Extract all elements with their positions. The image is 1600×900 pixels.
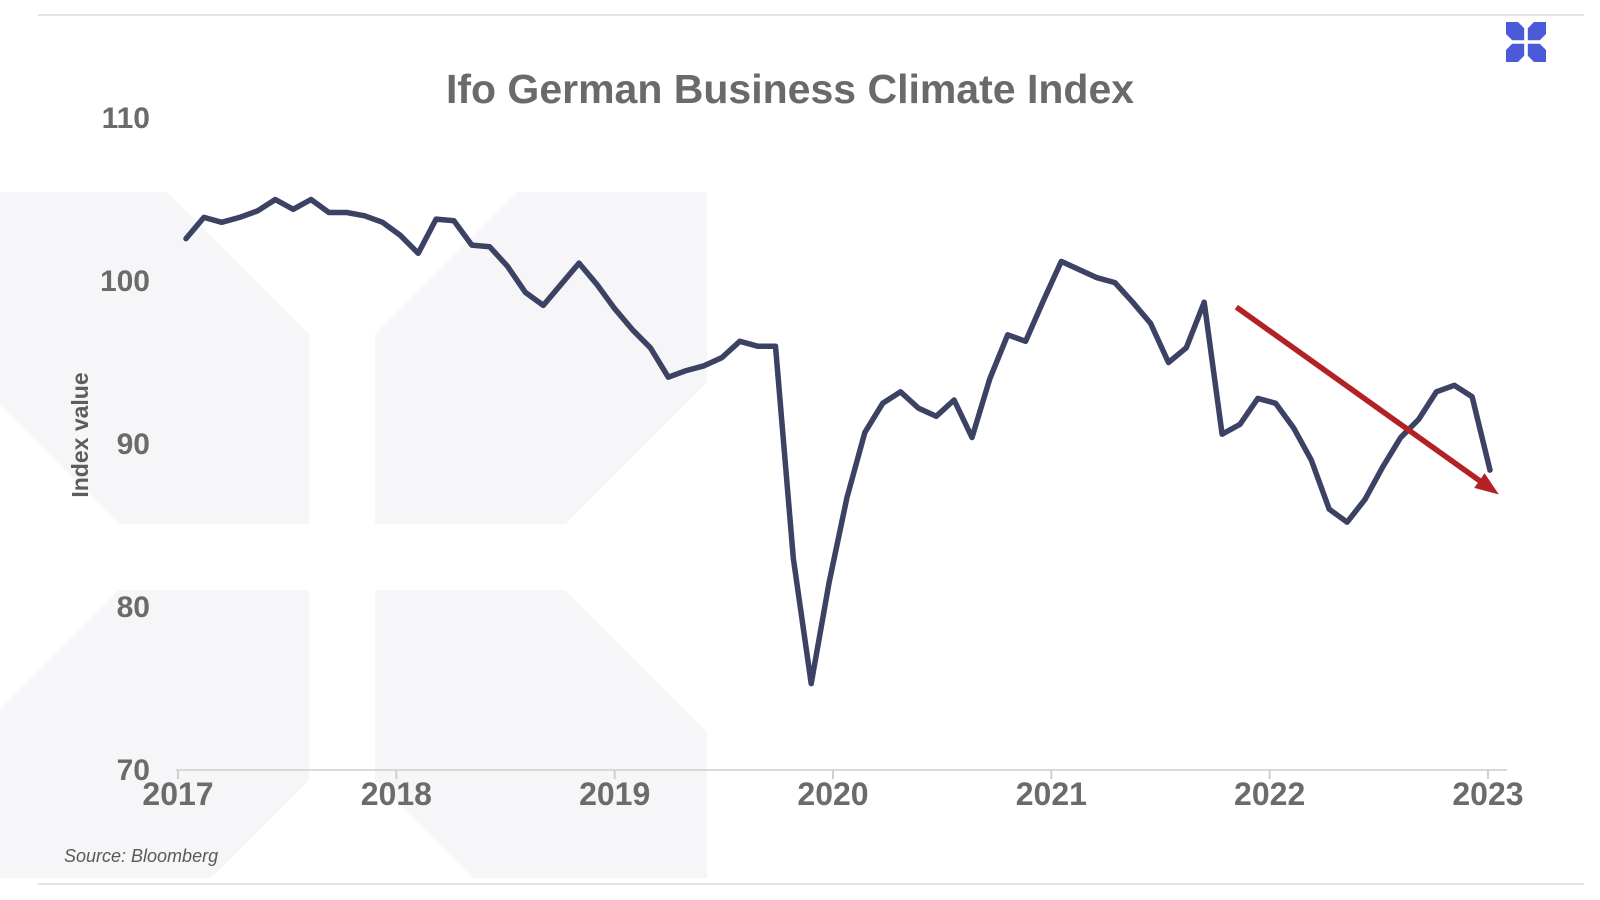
watermark-petal xyxy=(375,192,707,524)
footer-background xyxy=(0,878,1600,900)
y-axis-tick-labels: 110 100 90 80 70 xyxy=(100,102,150,787)
watermark-petal xyxy=(0,192,309,524)
x-tick-label-2017: 2017 xyxy=(142,776,213,812)
logo-petal xyxy=(1527,43,1546,62)
x-tick-label-2018: 2018 xyxy=(361,776,432,812)
y-tick-label-90: 90 xyxy=(117,428,150,461)
y-tick-label-110: 110 xyxy=(102,102,150,135)
source-credit: Source: Bloomberg xyxy=(64,846,218,866)
y-tick-label-80: 80 xyxy=(117,591,150,624)
x-tick-label-2022: 2022 xyxy=(1234,776,1305,812)
background-watermark xyxy=(0,192,707,900)
y-tick-label-70: 70 xyxy=(117,754,150,787)
logo-petal xyxy=(1506,22,1525,41)
brand-logo-icon xyxy=(1506,22,1546,62)
index-line xyxy=(183,196,1493,687)
y-axis-title: Index value xyxy=(67,372,93,497)
x-tick-label-2020: 2020 xyxy=(797,776,868,812)
x-tick-label-2023: 2023 xyxy=(1452,776,1523,812)
chart-title: Ifo German Business Climate Index xyxy=(446,66,1134,112)
logo-petal xyxy=(1527,22,1546,41)
watermark-petal xyxy=(0,590,309,900)
x-tick-label-2021: 2021 xyxy=(1016,776,1087,812)
index-line-series xyxy=(183,196,1493,687)
y-tick-label-100: 100 xyxy=(100,265,150,298)
watermark-petal xyxy=(375,590,707,900)
x-tick-label-2019: 2019 xyxy=(579,776,650,812)
x-axis-ticks: 2017 2018 2019 2020 2021 2022 2023 xyxy=(142,770,1524,812)
trend-arrow-head xyxy=(1474,473,1499,495)
trend-arrow-shaft xyxy=(1234,304,1485,486)
logo-petal xyxy=(1506,43,1525,62)
trend-arrow-annotation xyxy=(1234,304,1499,495)
